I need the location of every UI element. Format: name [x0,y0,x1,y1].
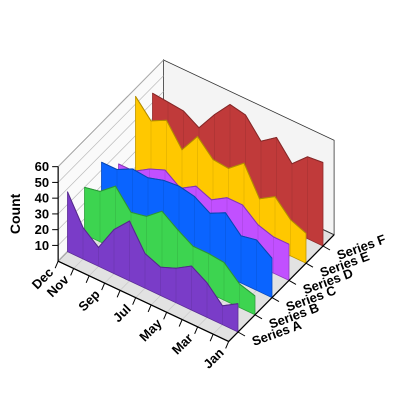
y-tick-label: 40 [35,191,49,206]
y-tick-label: 20 [35,222,49,237]
x-tick-label: Jan [200,345,226,371]
x-tick [164,312,167,319]
x-tick [102,283,105,290]
z-tick [323,246,330,250]
x-tick [148,305,151,312]
z-tick [306,263,313,267]
x-tick [55,261,58,268]
y-tick-label: 50 [35,175,49,190]
z-tick [272,298,279,302]
y-tick-label: 60 [35,159,49,174]
x-tick [210,334,213,341]
y-axis-title: Count [7,193,23,234]
x-tick [226,341,229,348]
z-tick [289,280,296,284]
x-tick [133,298,136,305]
x-tick [195,327,198,334]
x-tick [179,320,182,327]
x-tick [117,290,120,297]
x-tick-label: Jul [110,301,134,325]
x-tick [71,268,74,275]
y-tick-label: 10 [35,238,49,253]
z-tick [255,315,262,319]
x-tick-label: Sep [75,287,103,315]
y-tick-label: 30 [35,206,49,221]
z-tick [238,332,245,336]
x-tick [86,276,89,283]
x-tick-label: May [136,315,165,344]
x-tick-label: Mar [169,330,196,357]
